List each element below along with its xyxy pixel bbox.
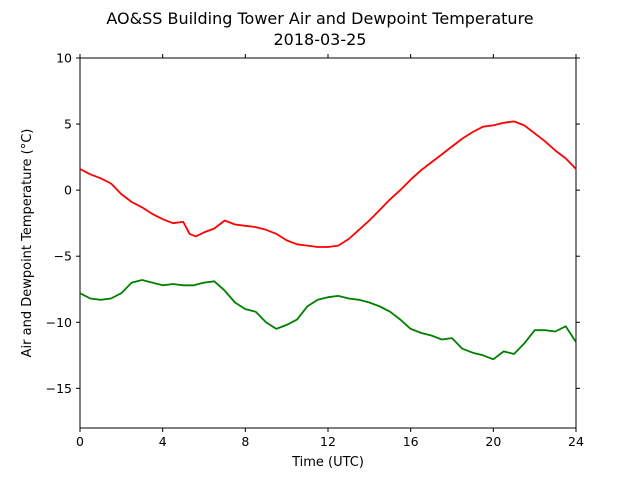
- x-axis-label: Time (UTC): [291, 455, 364, 470]
- x-tick-label: 20: [485, 434, 501, 449]
- x-tick-label: 0: [76, 434, 84, 449]
- ticks-layer: 0 4 8 12 16 20 24 −15 −10 −5 0 5 10: [46, 51, 584, 450]
- y-tick-label: −15: [46, 381, 72, 396]
- y-tick-label: −10: [46, 315, 72, 330]
- y-tick-label: 0: [64, 183, 72, 198]
- plot-frame: [79, 57, 577, 429]
- x-tick-label: 16: [403, 434, 419, 449]
- x-tick-label: 4: [159, 434, 167, 449]
- chart-title: AO&SS Building Tower Air and Dewpoint Te…: [106, 9, 533, 28]
- x-tick-label: 8: [241, 434, 249, 449]
- x-tick-label: 24: [568, 434, 584, 449]
- series-line-1: [79, 120, 577, 248]
- plot-area: [79, 57, 577, 429]
- y-tick-label: −5: [54, 249, 72, 264]
- y-axis-label: Air and Dewpoint Temperature (°C): [20, 129, 35, 358]
- series-line-2: [79, 279, 577, 361]
- y-tick-label: 10: [56, 51, 72, 66]
- x-tick-label: 12: [320, 434, 336, 449]
- series-layer: [79, 120, 577, 361]
- chart-subtitle: 2018-03-25: [274, 30, 367, 49]
- y-tick-label: 5: [64, 117, 72, 132]
